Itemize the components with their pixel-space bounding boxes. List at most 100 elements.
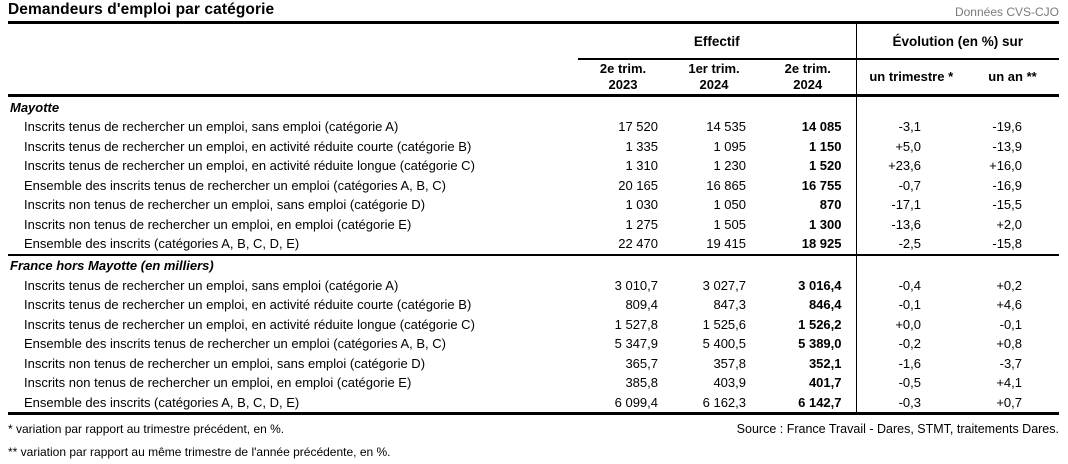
period-column-header-2024q2: 2e trim. 2024 (760, 59, 856, 97)
row-label: Ensemble des inscrits tenus de recherche… (24, 177, 446, 193)
empty-cell (966, 96, 1059, 118)
column-header-row: 2e trim. 2023 1er trim. 2024 2e trim. 2024 … (8, 59, 1060, 97)
value-cell: 1 526,2 (798, 316, 842, 332)
value-cell: 352,1 (808, 355, 842, 371)
row-label: Inscrits non tenus de rechercher un empl… (24, 216, 412, 232)
value-cell: 5 389,0 (798, 336, 842, 352)
period-column-header-2023q2: 2e trim. 2023 (578, 59, 668, 97)
value-cell: -0,2 (855, 334, 966, 354)
value-cell: 403,9 (713, 375, 746, 391)
table-row: Inscrits tenus de rechercher un emploi, … (8, 314, 1059, 334)
row-label: Inscrits non tenus de rechercher un empl… (24, 355, 426, 371)
value-cell: 357,8 (713, 355, 746, 371)
value-cell: +4,6 (996, 297, 1023, 313)
row-label: Inscrits tenus de rechercher un emploi, … (24, 316, 475, 332)
footnote-year: ** variation par rapport au même trimest… (8, 445, 391, 459)
value-cell: 1 520 (808, 158, 842, 174)
value-cell: 1 095 (713, 138, 746, 154)
value-cell: 870 (819, 197, 842, 213)
section-label: France hors Mayotte (en milliers) (8, 253, 578, 276)
value-cell: 3 010,7 (614, 277, 658, 293)
group-header-row: Effectif Évolution (en %) sur (8, 22, 1060, 60)
row-label: Ensemble des inscrits (catégories A, B, … (24, 394, 300, 410)
value-cell: 1 230 (713, 158, 746, 174)
column-group-evolution: Évolution (en %) sur (855, 22, 1060, 60)
page-title: Demandeurs d'emploi par catégorie (8, 1, 275, 18)
value-cell: 14 085 (801, 119, 842, 135)
value-cell: 1 275 (625, 216, 658, 232)
source-text: Source : France Travail - Dares, STMT, t… (736, 422, 1059, 436)
row-label: Inscrits tenus de rechercher un emploi, … (24, 297, 472, 313)
value-cell: 18 925 (801, 236, 842, 252)
value-cell: +0,8 (996, 336, 1023, 352)
value-cell: 17 520 (618, 119, 658, 135)
value-cell: +5,0 (855, 136, 966, 156)
table-row: Inscrits non tenus de rechercher un empl… (8, 214, 1059, 234)
value-cell: 809,4 (625, 297, 658, 313)
value-cell: -0,3 (855, 392, 966, 414)
value-cell: -0,5 (855, 373, 966, 393)
value-cell: 20 165 (618, 177, 658, 193)
period-line1: 1er trim. (688, 61, 740, 76)
row-label: Inscrits non tenus de rechercher un empl… (24, 197, 426, 213)
value-cell: +16,0 (989, 158, 1023, 174)
value-cell: -0,4 (855, 275, 966, 295)
row-label: Inscrits non tenus de rechercher un empl… (24, 375, 412, 391)
data-note: Données CVS-CJO (954, 5, 1059, 19)
value-cell: -16,9 (992, 177, 1023, 193)
value-cell: 846,4 (808, 297, 842, 313)
value-cell: 14 535 (706, 119, 746, 135)
value-cell: -3,7 (999, 355, 1023, 371)
table-row: Ensemble des inscrits (catégories A, B, … (8, 392, 1059, 414)
value-cell: 401,7 (808, 375, 842, 391)
value-cell: 1 505 (713, 216, 746, 232)
footnote-quarter: * variation par rapport au trimestre pré… (8, 422, 285, 436)
value-cell: 1 300 (808, 216, 842, 232)
period-line1: 2e trim. (784, 61, 831, 76)
value-cell: +2,0 (996, 216, 1023, 232)
table-row: Inscrits non tenus de rechercher un empl… (8, 353, 1059, 373)
empty-cell (966, 253, 1060, 276)
value-cell: 19 415 (706, 236, 746, 252)
section-label: Mayotte (10, 99, 60, 115)
value-cell: 1 527,8 (614, 316, 658, 332)
section-header-row: France hors Mayotte (en milliers) (8, 253, 1060, 276)
table-row: Inscrits non tenus de rechercher un empl… (8, 195, 1059, 215)
value-cell: -13,9 (992, 138, 1023, 154)
value-cell: 6 099,4 (614, 394, 658, 410)
evolution-column-header-quarter: un trimestre * (855, 59, 966, 97)
empty-cell (855, 95, 966, 117)
value-cell: +23,6 (855, 156, 966, 176)
row-label: Ensemble des inscrits (catégories A, B, … (24, 236, 300, 252)
empty-cell (855, 253, 966, 276)
table-row: Ensemble des inscrits tenus de recherche… (8, 334, 1059, 354)
value-cell: -0,1 (855, 295, 966, 315)
value-cell: 847,3 (713, 297, 746, 313)
table-row: Inscrits tenus de rechercher un emploi, … (8, 136, 1059, 156)
empty-cell (760, 96, 856, 118)
value-cell: 1 335 (625, 138, 658, 154)
empty-cell (578, 96, 668, 118)
value-cell: -0,1 (999, 316, 1023, 332)
value-cell: -3,1 (855, 117, 966, 137)
row-label: Ensemble des inscrits tenus de recherche… (24, 336, 446, 352)
value-cell: -13,6 (855, 214, 966, 234)
value-cell: -19,6 (992, 119, 1023, 135)
value-cell: 16 865 (706, 177, 746, 193)
period-line1: 2e trim. (599, 61, 647, 76)
period-line2: 2024 (699, 77, 729, 92)
value-cell: -15,5 (992, 197, 1023, 213)
table-row: Inscrits tenus de rechercher un emploi, … (8, 275, 1059, 295)
indicators-table: Effectif Évolution (en %) sur 2e trim. 20… (8, 21, 1060, 415)
value-cell: 3 016,4 (798, 277, 842, 293)
value-cell: +0,7 (996, 394, 1023, 410)
footer-row: * variation par rapport au trimestre pré… (8, 422, 1059, 436)
table-row: Ensemble des inscrits (catégories A, B, … (8, 234, 1059, 255)
value-cell: +0,2 (996, 277, 1023, 293)
value-cell: 6 162,3 (702, 394, 746, 410)
empty-cell (578, 253, 668, 276)
table-row: Ensemble des inscrits tenus de recherche… (8, 175, 1059, 195)
row-label: Inscrits tenus de rechercher un emploi, … (24, 138, 472, 154)
header-bar: Demandeurs d'emploi par catégorie Donnée… (8, 0, 1059, 21)
